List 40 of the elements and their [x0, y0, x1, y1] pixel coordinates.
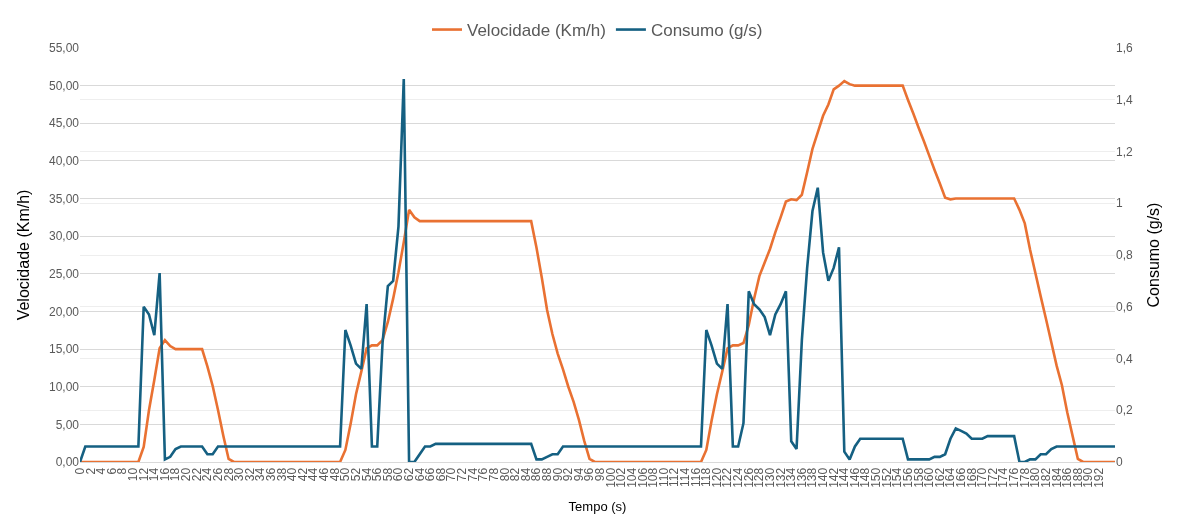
x-tick-label: 104 [624, 467, 639, 488]
y-tick-label: 35,00 [48, 191, 80, 206]
y-tick-label: 30,00 [48, 229, 80, 244]
y2-tick-label: 1 [1116, 196, 1123, 211]
y-tick-label: 55,00 [48, 41, 80, 56]
y-tick-label: 20,00 [48, 304, 80, 319]
y-tick-label: 45,00 [48, 116, 80, 131]
y-tick-label: 40,00 [48, 154, 80, 169]
y2-axis-title: Consumo (g/s) [1144, 202, 1162, 308]
y-tick-label: 5,00 [55, 417, 80, 432]
x-tick-label: 78 [486, 467, 501, 482]
x-tick-label: 26 [210, 467, 225, 482]
y-tick-label: 25,00 [48, 267, 80, 282]
x-tick-label: 114 [677, 467, 692, 487]
x-tick-label: 182 [1038, 467, 1053, 488]
y2-tick-label: 0,2 [1116, 403, 1134, 418]
y2-tick-label: 0,8 [1116, 248, 1134, 263]
y2-tick-label: 1,4 [1116, 92, 1134, 107]
x-tick-label: 62 [401, 467, 416, 482]
x-tick-label: 0 [72, 467, 87, 475]
x-axis-title: Tempo (s) [568, 499, 627, 515]
x-tick-label: 166 [953, 467, 968, 488]
x-tick-label: 140 [815, 467, 830, 488]
y-tick-label: 15,00 [48, 342, 80, 357]
y-axis-title: Velocidade (Km/h) [14, 189, 32, 321]
y-tick-label: 10,00 [48, 379, 80, 394]
x-tick-label: 156 [900, 467, 915, 488]
x-tick-label: 36 [263, 467, 278, 482]
x-tick-label: 130 [762, 467, 777, 488]
legend-label: Consumo (g/s) [650, 21, 763, 41]
x-tick-label: 52 [348, 467, 363, 482]
y2-tick-label: 0,4 [1116, 351, 1134, 366]
y-tick-label: 50,00 [48, 78, 80, 93]
legend-label: Velocidade (Km/h) [467, 21, 606, 41]
y2-tick-label: 1,6 [1116, 41, 1134, 56]
x-tick-label: 88 [539, 467, 554, 482]
x-tick-label: 192 [1091, 467, 1106, 488]
y2-tick-label: 1,2 [1116, 144, 1134, 159]
y2-tick-label: 0,6 [1116, 299, 1134, 314]
x-tick-label: 10 [125, 467, 140, 482]
